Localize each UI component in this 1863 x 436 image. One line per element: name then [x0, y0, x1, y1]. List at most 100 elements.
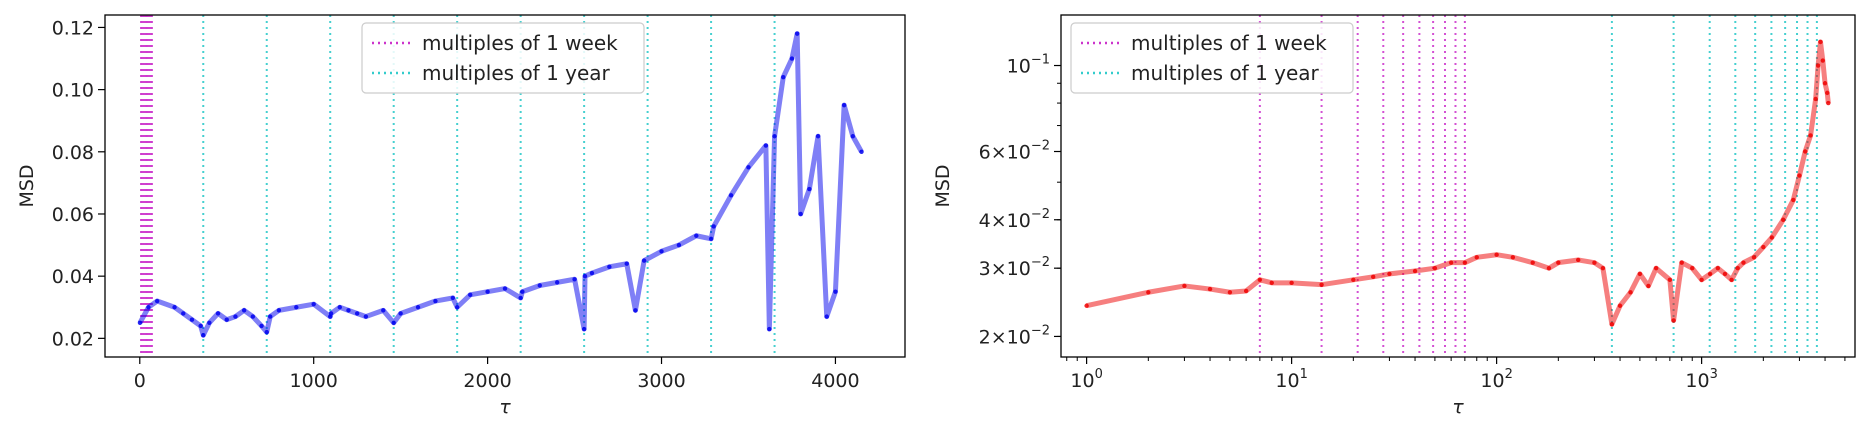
data-point [1370, 274, 1376, 280]
data-point [746, 165, 751, 170]
data-point [1729, 277, 1734, 282]
x-axis-label: τ [499, 396, 511, 418]
data-point [518, 295, 523, 301]
data-point [1741, 260, 1746, 265]
data-point [1769, 235, 1775, 240]
data-point [1387, 271, 1392, 277]
data-point [641, 258, 647, 263]
data-point [398, 311, 403, 316]
data-point [694, 233, 699, 238]
legend: multiples of 1 week multiples of 1 year [361, 22, 645, 94]
data-point [1609, 322, 1615, 327]
x-tick-label: 2000 [463, 370, 511, 392]
data-point [781, 74, 786, 80]
data-point [337, 305, 342, 310]
data-point [1822, 81, 1828, 86]
data-point [807, 186, 812, 192]
data-point [415, 305, 421, 310]
legend-label: multiples of 1 year [1131, 61, 1320, 85]
left-chart-panel: 0 1000 2000 3000 4000 0.02 0.04 0.06 0.08 0.10 0.1… [16, 14, 906, 418]
data-point [1646, 283, 1651, 289]
data-point [1637, 271, 1643, 277]
data-point [833, 289, 838, 294]
data-point [537, 283, 542, 288]
data-point [259, 323, 264, 329]
data-point [1808, 133, 1813, 138]
data-point [1269, 280, 1274, 286]
data-point [1600, 265, 1606, 271]
data-point [354, 311, 360, 316]
axes-frame [104, 14, 906, 358]
data-point [1699, 277, 1704, 282]
data-point [1825, 90, 1830, 96]
data-point [772, 134, 777, 139]
y-tick-label: 6×10−2 [979, 139, 1050, 164]
x-tick-label: 3000 [637, 370, 685, 392]
data-point [264, 329, 269, 335]
legend: multiples of 1 week multiples of 1 year [1070, 22, 1354, 94]
right-chart-panel: 100 101 102 103 2×10−2 3×10−2 4×10−2 6×10−2 10−1… [932, 14, 1856, 418]
data-point [146, 305, 151, 310]
data-point [1257, 277, 1263, 282]
y-tick-label: 4×10−2 [979, 207, 1050, 232]
y-tick-label: 0.08 [52, 142, 94, 164]
data-point [346, 308, 351, 313]
data-point [582, 273, 588, 279]
data-point [1679, 260, 1684, 265]
data-point [1690, 265, 1695, 271]
legend-label: multiples of 1 year [422, 61, 611, 85]
data-point [1494, 252, 1499, 257]
data-point [554, 280, 560, 285]
data-point [824, 314, 829, 319]
y-axis-label: MSD [932, 164, 954, 207]
data-point [1715, 265, 1721, 271]
data-point [1735, 265, 1740, 271]
data-point [1653, 265, 1659, 271]
data-point [789, 56, 795, 61]
data-point [1791, 197, 1796, 203]
data-point [767, 326, 772, 332]
data-point [841, 102, 847, 108]
x-tick-label: 4000 [811, 370, 859, 392]
data-point [589, 270, 595, 276]
data-point [154, 298, 160, 304]
data-point [581, 326, 587, 332]
data-point [328, 311, 334, 316]
y-tick-label: 0.02 [52, 328, 94, 350]
data-point [250, 314, 256, 319]
data-point [1592, 260, 1597, 265]
y-tick-label: 2×10−2 [979, 323, 1050, 348]
x-tick-label: 0 [134, 370, 146, 392]
legend-box [1070, 22, 1354, 94]
data-point [1575, 257, 1581, 263]
data-point [520, 289, 525, 294]
data-point [1146, 290, 1151, 295]
data-point [1802, 149, 1808, 154]
x-tick-label: 101 [1275, 367, 1307, 392]
data-point [572, 277, 577, 282]
data-point [1707, 271, 1713, 277]
x-tick-label: 100 [1070, 367, 1102, 392]
data-point [850, 134, 856, 139]
data-point [815, 134, 821, 139]
data-point [311, 301, 316, 307]
data-point [1722, 271, 1728, 277]
y-tick-label: 10−1 [1007, 53, 1050, 78]
data-point [241, 308, 247, 313]
legend-label: multiples of 1 week [422, 31, 618, 55]
data-point [1084, 303, 1089, 308]
legend-box [361, 22, 645, 94]
data-point [268, 314, 273, 319]
data-point [1448, 260, 1454, 265]
axes-frame [1060, 14, 1856, 358]
data-point [468, 292, 473, 298]
data-point [181, 311, 186, 316]
data-point [859, 149, 864, 154]
data-point [1182, 283, 1187, 289]
x-tick-label: 1000 [290, 370, 338, 392]
data-point [676, 242, 682, 248]
data-point [728, 193, 734, 198]
data-point [1546, 265, 1552, 271]
data-point [798, 211, 803, 217]
